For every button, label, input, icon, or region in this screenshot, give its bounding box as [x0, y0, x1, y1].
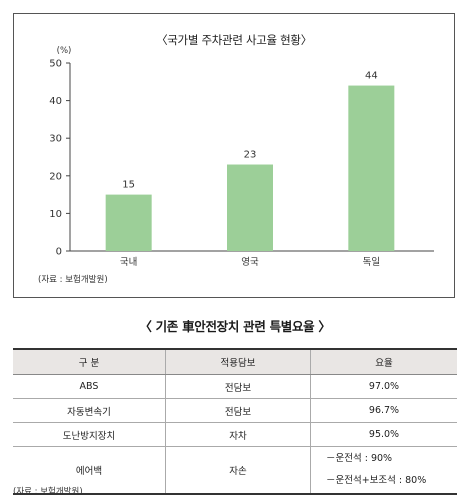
row-rate: 96.7% [310, 398, 457, 423]
table-source-note: (자료 : 보험개발원) [13, 487, 83, 497]
rate-line-driver-passenger: －운전석+보조석 : 80% [326, 475, 427, 486]
table-title: 〈 기존 車안전장치 관련 특별요율 〉 [139, 319, 331, 334]
table-row: 에어백 자손 －운전석 : 90% －운전석+보조석 : 80% [13, 446, 457, 495]
x-tick-label: 독일 [363, 257, 380, 268]
y-tick-label: 20 [49, 171, 62, 182]
row-rate: 95.0% [310, 422, 457, 447]
y-tick-label: 0 [56, 247, 62, 258]
y-tick-label: 10 [49, 209, 62, 220]
y-tick-label: 40 [49, 96, 62, 107]
row-item: 자동변속기 [13, 398, 166, 423]
row-item: 에어백 [13, 446, 166, 495]
header-category: 구 분 [13, 348, 166, 375]
special-rate-table: 구 분 적용담보 요율 ABS 전담보 97.0% 자동변속기 전담보 96.7… [13, 348, 457, 495]
table-row: 자동변속기 전담보 96.7% [13, 398, 457, 423]
bar-value-label: 44 [365, 71, 378, 82]
bar [105, 194, 152, 251]
table-header-row: 구 분 적용담보 요율 [13, 348, 457, 375]
chart-title: 〈국가별 주차관련 사고율 현황〉 [156, 33, 312, 47]
y-tick-label: 30 [49, 134, 62, 145]
row-item: 도난방지장치 [13, 422, 166, 447]
x-tick-label: 국내 [120, 257, 137, 268]
row-coverage: 자차 [165, 422, 311, 447]
table-row: 도난방지장치 자차 95.0% [13, 422, 457, 447]
chart-source-note: (자료 : 보험개발원) [38, 275, 108, 285]
header-rate: 요율 [310, 348, 457, 375]
bar-value-label: 15 [122, 180, 135, 191]
y-axis-unit-label: (%) [57, 46, 72, 56]
row-coverage: 자손 [165, 446, 311, 495]
x-tick-label: 영국 [241, 257, 259, 268]
chart-panel: 〈국가별 주차관련 사고율 현황〉 0 10 20 30 40 50 (%) 15 국내 23 영국… [13, 13, 455, 298]
bar [348, 85, 395, 251]
y-tick-label: 50 [49, 59, 62, 70]
rate-line-driver: －운전석 : 90% [326, 453, 393, 464]
row-coverage: 전담보 [165, 374, 311, 399]
table-row: ABS 전담보 97.0% [13, 374, 457, 399]
row-coverage: 전담보 [165, 398, 311, 423]
bar-chart: 0 10 20 30 40 50 (%) 15 국내 23 영국 44 독일 [49, 46, 434, 268]
header-coverage: 적용담보 [165, 348, 311, 375]
row-rate: 97.0% [310, 374, 457, 399]
bar-value-label: 23 [244, 150, 257, 161]
bar [227, 164, 273, 251]
row-rate: －운전석 : 90% －운전석+보조석 : 80% [310, 446, 457, 495]
row-item: ABS [13, 374, 166, 399]
